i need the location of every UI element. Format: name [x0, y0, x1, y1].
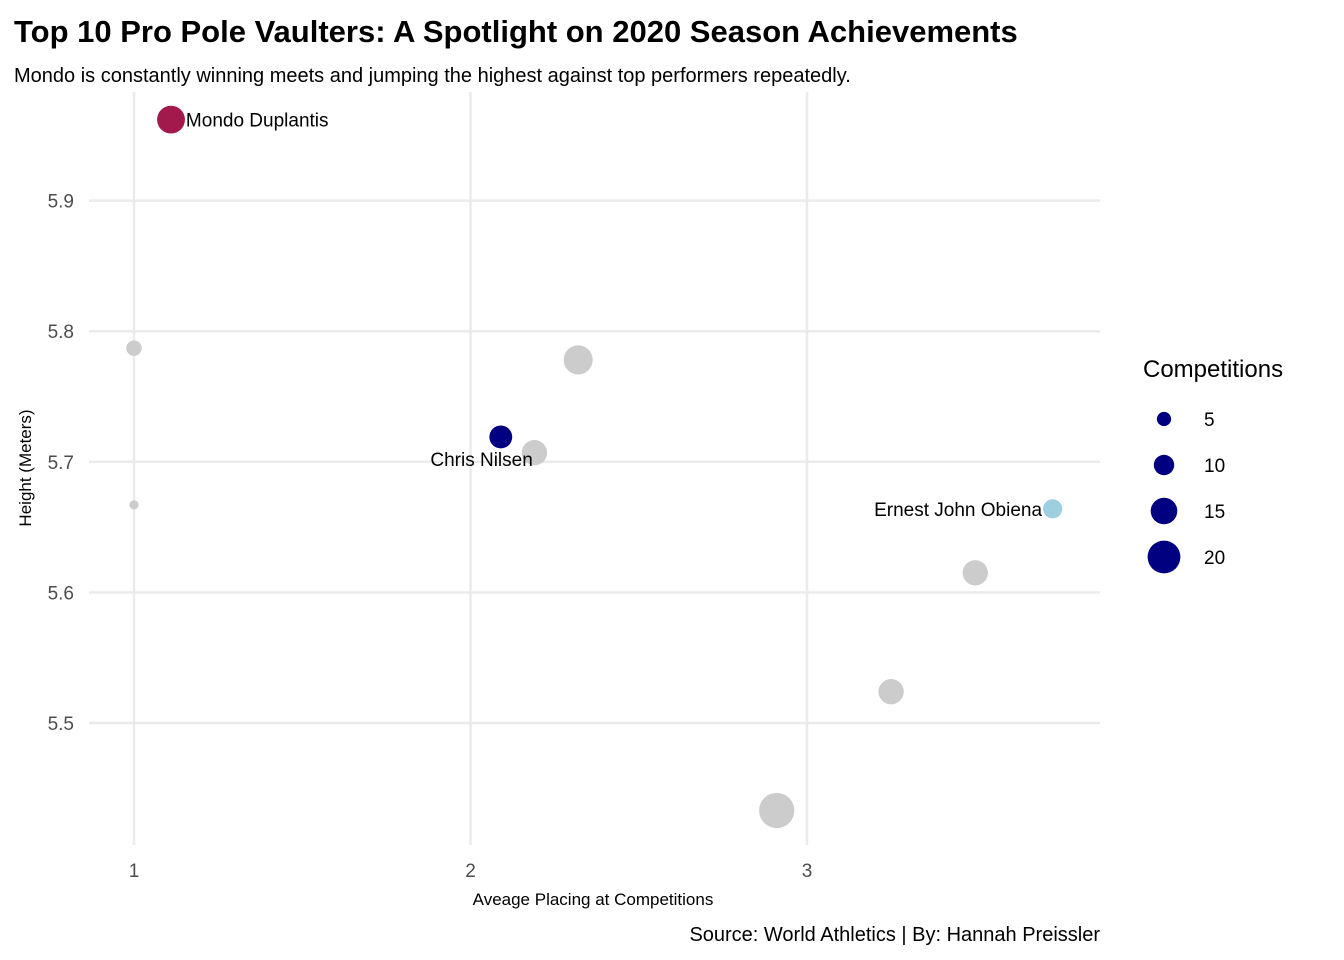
data-points: [126, 105, 1063, 829]
point-labels: Mondo Duplantis Chris Nilsen Ernest John O…: [186, 111, 1043, 521]
scatter-point: [1043, 499, 1063, 519]
legend-size-label: 5: [1204, 410, 1215, 431]
point-label: Ernest John Obiena: [874, 500, 1042, 521]
chart-subtitle: Mondo is constantly winning meets and ju…: [14, 65, 851, 87]
y-tick-label: 5.9: [48, 192, 74, 213]
legend-size-swatch: [1153, 454, 1175, 476]
scatter-point: [759, 792, 795, 829]
y-axis-title: Height (Meters): [16, 409, 35, 526]
legend-size-swatch: [1156, 411, 1172, 427]
point-label: Mondo Duplantis: [186, 111, 329, 132]
scatter-point: [489, 425, 513, 449]
x-axis-ticks: 1 2 3: [129, 861, 813, 882]
scatter-point: [157, 105, 185, 134]
y-axis-ticks: 5.5 5.6 5.7 5.8 5.9: [48, 192, 74, 735]
legend-size-swatch: [1150, 497, 1178, 525]
legend-title: Competitions: [1143, 356, 1283, 383]
scatter-point: [126, 340, 142, 356]
scatter-point: [878, 678, 904, 705]
scatter-point: [521, 439, 548, 466]
scatter-point: [129, 500, 139, 510]
y-tick-label: 5.6: [48, 583, 74, 604]
y-tick-label: 5.5: [48, 714, 74, 735]
scatter-point: [563, 345, 593, 375]
scatter-point: [962, 560, 988, 586]
chart-caption: Source: World Athletics | By: Hannah Pre…: [689, 924, 1100, 946]
x-tick-label: 1: [129, 861, 140, 882]
x-tick-label: 3: [802, 861, 813, 882]
x-tick-label: 2: [465, 861, 476, 882]
legend-size-label: 15: [1204, 502, 1225, 523]
size-legend: Competitions 5 10 15 20: [1143, 356, 1283, 574]
x-axis-title: Aveage Placing at Competitions: [473, 890, 714, 909]
chart-title: Top 10 Pro Pole Vaulters: A Spotlight on…: [14, 14, 1018, 49]
legend-entries: 5 10 15 20: [1147, 410, 1225, 574]
y-tick-label: 5.7: [48, 453, 74, 474]
legend-size-label: 10: [1204, 456, 1225, 477]
legend-size-swatch: [1147, 540, 1181, 574]
point-label: Chris Nilsen: [430, 450, 532, 471]
legend-size-label: 20: [1204, 548, 1225, 569]
y-tick-label: 5.8: [48, 322, 74, 343]
grid-layer: [89, 92, 1100, 845]
